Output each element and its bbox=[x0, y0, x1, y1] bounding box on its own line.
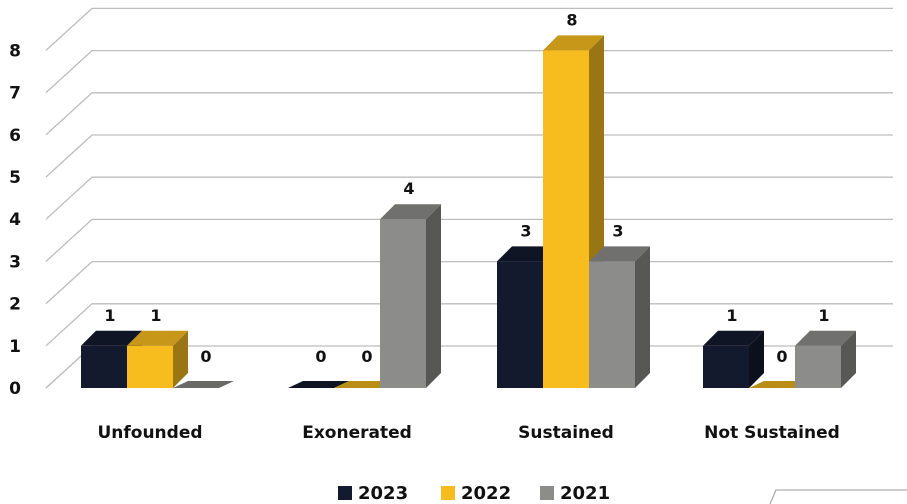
legend-label: 2021 bbox=[560, 483, 610, 504]
bar-side bbox=[173, 330, 188, 388]
data-label: 0 bbox=[776, 347, 787, 366]
bar: 0 bbox=[173, 347, 234, 388]
data-label: 8 bbox=[566, 10, 577, 29]
bar: 0 bbox=[334, 347, 395, 388]
bar-front bbox=[703, 345, 749, 388]
bar: 4 bbox=[380, 179, 441, 388]
y-axis-ticks: 0 1 2 3 4 5 6 7 8 bbox=[9, 41, 21, 399]
bar-front bbox=[497, 261, 543, 388]
bar-side bbox=[749, 330, 764, 388]
x-category-label: Sustained bbox=[518, 423, 614, 443]
y-tick-label: 0 bbox=[9, 379, 21, 399]
gridline bbox=[45, 218, 893, 262]
bar-front bbox=[795, 345, 841, 388]
bar-top bbox=[543, 35, 604, 51]
data-label: 0 bbox=[361, 347, 372, 366]
y-tick-label: 5 bbox=[9, 168, 21, 188]
gridline bbox=[45, 49, 893, 94]
legend-swatch bbox=[441, 486, 455, 500]
y-tick-label: 1 bbox=[9, 337, 21, 357]
bar-top bbox=[173, 381, 234, 388]
bar-top bbox=[334, 381, 395, 388]
data-label: 1 bbox=[726, 306, 737, 325]
y-tick-label: 7 bbox=[9, 84, 21, 104]
bar: 0 bbox=[288, 347, 349, 388]
chart-legend: 2023 2022 2021 bbox=[338, 483, 907, 504]
x-category-label: Unfounded bbox=[97, 423, 202, 443]
legend-swatch bbox=[540, 486, 554, 500]
bar-front bbox=[380, 219, 426, 388]
bar-side bbox=[635, 246, 650, 388]
legend-item: 2021 bbox=[540, 483, 610, 504]
y-tick-label: 4 bbox=[9, 210, 21, 230]
gridline bbox=[45, 134, 893, 178]
data-label: 3 bbox=[612, 221, 623, 240]
bar-top bbox=[795, 330, 856, 346]
data-label: 4 bbox=[403, 179, 414, 198]
legend-label: 2023 bbox=[358, 483, 408, 504]
bar-top bbox=[288, 381, 349, 388]
gridline bbox=[45, 92, 893, 136]
bar-top bbox=[589, 246, 650, 262]
bar: 1 bbox=[795, 306, 856, 388]
chart-bars: 1 1 0 0 0 4 3 8 3 1 0 1 bbox=[81, 10, 856, 389]
bar: 1 bbox=[127, 306, 188, 388]
bar-top bbox=[703, 330, 764, 346]
gridline bbox=[45, 176, 893, 220]
data-label: 0 bbox=[200, 347, 211, 366]
bar-side bbox=[841, 330, 856, 388]
legend-label: 2022 bbox=[461, 483, 511, 504]
x-axis-categories: Unfounded Exonerated Sustained Not Sustaine… bbox=[97, 423, 839, 443]
data-label: 0 bbox=[315, 347, 326, 366]
y-tick-label: 6 bbox=[9, 126, 21, 146]
bar-top bbox=[81, 330, 142, 346]
bar-side bbox=[426, 204, 441, 388]
bar-front bbox=[543, 50, 589, 389]
bar-front bbox=[81, 345, 127, 388]
bar-top bbox=[127, 330, 188, 346]
y-tick-label: 8 bbox=[9, 41, 21, 61]
y-tick-label: 3 bbox=[9, 252, 21, 272]
data-label: 1 bbox=[104, 306, 115, 325]
legend-item: 2022 bbox=[441, 483, 511, 504]
bar-top bbox=[380, 204, 441, 220]
bar-top bbox=[497, 246, 558, 262]
data-label: 3 bbox=[520, 221, 531, 240]
gridline bbox=[45, 260, 893, 305]
y-tick-label: 2 bbox=[9, 295, 21, 315]
bar-front bbox=[589, 261, 635, 388]
legend-item: 2023 bbox=[338, 483, 408, 504]
bar: 0 bbox=[749, 347, 810, 388]
bar: 1 bbox=[703, 306, 764, 388]
data-label: 1 bbox=[818, 306, 829, 325]
decorative-frame bbox=[769, 489, 907, 504]
bar: 3 bbox=[589, 221, 650, 388]
bar-front bbox=[127, 345, 173, 388]
x-category-label: Exonerated bbox=[302, 423, 412, 443]
bar-top bbox=[749, 381, 810, 388]
legend-swatch bbox=[338, 486, 352, 500]
x-category-label: Not Sustained bbox=[704, 423, 840, 443]
data-label: 1 bbox=[150, 306, 161, 325]
chart-gridlines bbox=[45, 7, 893, 389]
gridline bbox=[45, 7, 893, 51]
